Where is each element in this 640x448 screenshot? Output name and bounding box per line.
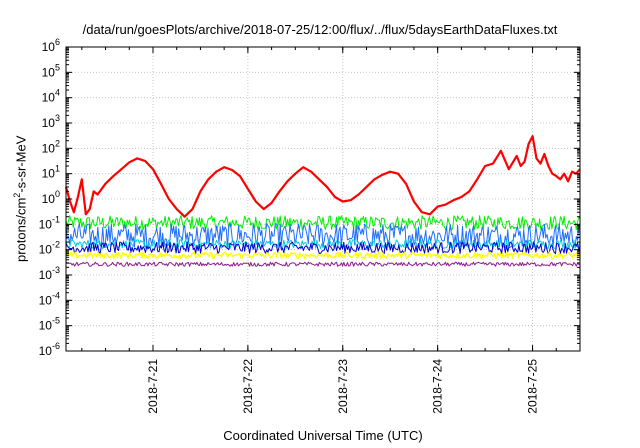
x-tick-label: 2018-7-25 xyxy=(526,359,540,414)
series-line-2 xyxy=(65,215,581,231)
y-tick-label-base: 10 xyxy=(39,293,53,307)
y-tick-label-exp: 3 xyxy=(55,113,60,123)
series-line-4 xyxy=(65,239,581,250)
x-tick-label: 2018-7-24 xyxy=(431,359,445,414)
y-tick-label-base: 10 xyxy=(39,319,53,333)
y-tick-label-exp: -4 xyxy=(52,290,60,300)
y-tick-label: 100 xyxy=(42,189,60,206)
y-tick-label-base: 10 xyxy=(39,344,53,358)
y-tick-label: 10-2 xyxy=(39,240,60,257)
y-tick-label: 10-6 xyxy=(39,341,60,358)
y-tick-label-base: 10 xyxy=(42,65,56,79)
series-line-1 xyxy=(64,135,581,218)
series-line-7 xyxy=(65,261,581,267)
y-tick-label-base: 10 xyxy=(42,192,56,206)
y-tick-label-base: 10 xyxy=(39,268,53,282)
x-tick-label: 2018-7-23 xyxy=(336,359,350,414)
y-tick-label-base: 10 xyxy=(42,141,56,155)
y-tick-label: 103 xyxy=(42,113,60,130)
x-tick-label: 2018-7-21 xyxy=(146,359,160,414)
y-tick-label-exp: 1 xyxy=(55,164,60,174)
chart-title: /data/run/goesPlots/archive/2018-07-25/1… xyxy=(82,22,558,37)
y-tick-label: 10-5 xyxy=(39,316,60,333)
y-tick-label: 106 xyxy=(42,37,60,54)
plot-frame xyxy=(65,46,581,352)
y-axis: 10-610-510-410-310-210-11001011021031041… xyxy=(39,37,580,358)
x-axis: 2018-7-21 2018-7-22 2018-7-23 2018-7-24 2018… xyxy=(81,47,581,414)
y-tick-label-base: 10 xyxy=(42,116,56,130)
y-tick-label: 102 xyxy=(42,138,60,155)
grid-lines xyxy=(66,46,580,352)
y-tick-label-exp: 2 xyxy=(55,138,60,148)
series-line-5 xyxy=(65,241,581,255)
y-tick-label-exp: -5 xyxy=(52,316,60,326)
y-tick-label: 10-3 xyxy=(39,265,60,282)
y-axis-label-main: protons/cm xyxy=(13,197,29,262)
y-tick-label-exp: 4 xyxy=(55,88,60,98)
y-tick-label: 10-1 xyxy=(39,214,60,231)
y-tick-label: 105 xyxy=(42,62,60,79)
y-axis-label-exp: 2 xyxy=(12,192,22,198)
y-tick-label: 10-4 xyxy=(39,290,60,307)
y-tick-label-exp: 6 xyxy=(55,37,60,47)
y-axis-label-unit: -s-sr-MeV xyxy=(13,135,29,193)
y-tick-label: 104 xyxy=(42,88,60,105)
y-tick-label-exp: -1 xyxy=(52,214,60,224)
y-tick-label-exp: 0 xyxy=(55,189,60,199)
y-tick-label: 101 xyxy=(42,164,60,181)
y-tick-label-exp: -6 xyxy=(52,341,60,351)
y-axis-label: protons/cm2-s-sr-MeV xyxy=(12,136,28,262)
y-tick-label-base: 10 xyxy=(39,243,53,257)
y-tick-label-base: 10 xyxy=(39,217,53,231)
y-tick-label-base: 10 xyxy=(42,91,56,105)
y-tick-label-exp: -2 xyxy=(52,240,60,250)
series-line-6 xyxy=(65,251,581,260)
x-tick-label: 2018-7-22 xyxy=(241,359,255,414)
y-tick-label-exp: 5 xyxy=(55,62,60,72)
y-tick-label-base: 10 xyxy=(42,167,56,181)
x-axis-label: Coordinated Universal Time (UTC) xyxy=(223,428,423,443)
y-tick-label-base: 10 xyxy=(42,40,56,54)
series-group xyxy=(64,135,581,267)
y-tick-label-exp: -3 xyxy=(52,265,60,275)
